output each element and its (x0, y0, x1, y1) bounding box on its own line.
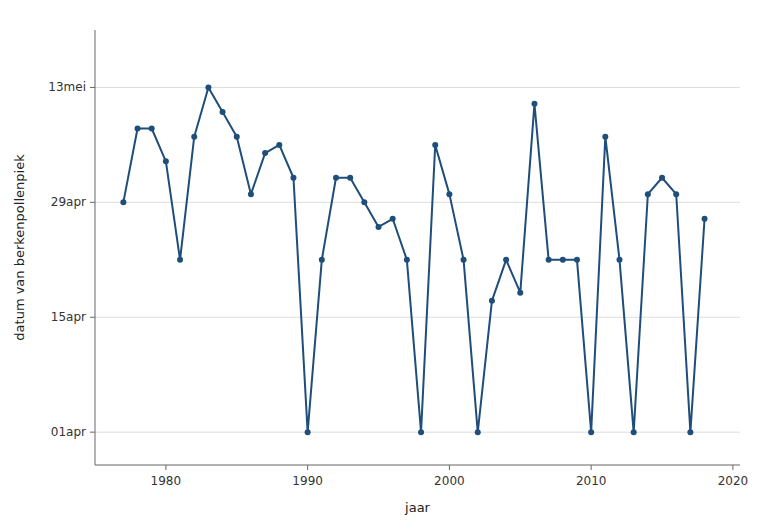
marker (149, 125, 155, 131)
marker (376, 224, 382, 230)
x-tick-label: 2000 (434, 474, 465, 488)
marker (319, 257, 325, 263)
grid (95, 87, 740, 432)
x-tick (165, 465, 166, 470)
marker (503, 257, 509, 263)
marker (404, 257, 410, 263)
marker (461, 257, 467, 263)
marker (120, 199, 126, 205)
marker (673, 191, 679, 197)
marker (560, 257, 566, 263)
marker (489, 298, 495, 304)
grid-line (95, 317, 740, 318)
y-tick-label: 29apr (51, 195, 86, 209)
line (123, 87, 704, 432)
marker (432, 142, 438, 148)
marker (517, 290, 523, 296)
grid-line (95, 87, 740, 88)
grid-line (95, 432, 740, 433)
marker (702, 216, 708, 222)
marker (191, 134, 197, 140)
marker (234, 134, 240, 140)
marker (248, 191, 254, 197)
marker (659, 175, 665, 181)
marker (645, 191, 651, 197)
x-tick-label: 2020 (718, 474, 749, 488)
x-axis-line (95, 465, 740, 466)
x-tick-label: 1990 (292, 474, 323, 488)
y-tick-label: 13mei (48, 80, 86, 94)
marker (290, 175, 296, 181)
y-tick (90, 432, 95, 433)
y-tick-label: 15apr (51, 310, 86, 324)
marker (135, 125, 141, 131)
marker (531, 101, 537, 107)
y-tick-label: 01apr (51, 425, 86, 439)
y-tick (90, 87, 95, 88)
marker (574, 257, 580, 263)
y-tick (90, 317, 95, 318)
marker (262, 150, 268, 156)
marker (446, 191, 452, 197)
y-axis-line (95, 30, 96, 465)
x-tick (449, 465, 450, 470)
x-tick (732, 465, 733, 470)
marker (418, 429, 424, 435)
marker (617, 257, 623, 263)
series (120, 84, 707, 435)
marker (588, 429, 594, 435)
marker (687, 429, 693, 435)
x-tick (307, 465, 308, 470)
marker (177, 257, 183, 263)
marker (546, 257, 552, 263)
chart: 01apr 15apr 29apr 13mei 1980 1990 2000 2010 2020… (0, 0, 770, 530)
marker (205, 84, 211, 90)
marker (602, 134, 608, 140)
marker (475, 429, 481, 435)
marker (163, 158, 169, 164)
y-axis-label: datum van berkenpollenpiek (12, 154, 27, 341)
y-tick (90, 202, 95, 203)
x-tick-label: 1980 (151, 474, 182, 488)
x-tick-label: 2010 (576, 474, 607, 488)
marker (631, 429, 637, 435)
marker (333, 175, 339, 181)
marker (347, 175, 353, 181)
marker (276, 142, 282, 148)
marker (390, 216, 396, 222)
x-tick (591, 465, 592, 470)
x-axis-label: jaar (404, 500, 431, 515)
marker (220, 109, 226, 115)
grid-line (95, 202, 740, 203)
marker (361, 199, 367, 205)
axes: 01apr 15apr 29apr 13mei 1980 1990 2000 2010 2020 (48, 30, 748, 488)
marker (305, 429, 311, 435)
